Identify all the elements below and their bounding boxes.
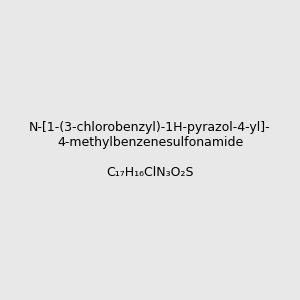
Text: N-[1-(3-chlorobenzyl)-1H-pyrazol-4-yl]-
4-methylbenzenesulfonamide

C₁₇H₁₆ClN₃O₂: N-[1-(3-chlorobenzyl)-1H-pyrazol-4-yl]- … — [29, 121, 271, 179]
